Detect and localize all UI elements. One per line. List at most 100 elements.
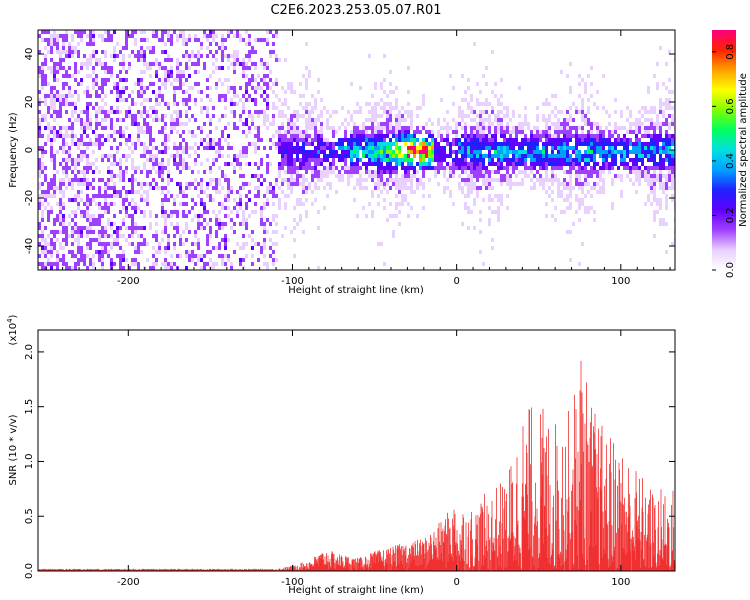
spectrogram-cell [194,186,197,190]
spectrogram-cell [119,262,122,266]
spectrogram-cell [245,30,248,34]
spectrogram-cell [584,178,587,182]
spectrogram-cell [248,98,251,102]
spectrogram-cell [365,166,368,170]
spectrogram-cell [290,178,293,182]
spectrogram-cell [128,66,131,70]
spectrogram-cell [602,158,605,162]
spectrogram-cell [71,210,74,214]
spectrogram-cell [161,214,164,218]
spectrogram-cell [98,106,101,110]
spectrogram-cell [395,170,398,174]
spectrogram-cell [239,222,242,226]
spectrogram-cell [365,134,368,138]
spectrogram-cell [44,194,47,198]
spectrogram-cell [314,150,317,154]
spectrogram-cell [107,30,110,34]
spectrogram-cell [644,142,647,146]
spectrogram-cell [152,186,155,190]
spectrogram-cell [611,202,614,206]
spectrogram-cell [200,142,203,146]
spectrogram-cell [644,174,647,178]
spectrogram-cell [290,82,293,86]
spectrogram-cell [275,258,278,262]
spectrogram-cell [347,182,350,186]
spectrogram-cell [68,154,71,158]
spectrogram-cell [377,174,380,178]
spectrogram-cell [293,126,296,130]
spectrogram-cell [590,82,593,86]
spectrogram-cell [410,114,413,118]
spectrogram-cell [167,146,170,150]
spectrogram-cell [422,94,425,98]
spectrogram-cell [581,78,584,82]
spectrogram-cell [194,230,197,234]
spectrogram-cell [590,146,593,150]
spectrogram-cell [584,210,587,214]
spectrogram-cell [260,78,263,82]
spectrogram-cell [71,242,74,246]
spectrogram-cell [506,178,509,182]
spectrogram-cell [662,82,665,86]
spectrogram-cell [83,122,86,126]
spectrogram-cell [251,254,254,258]
spectrogram-cell [215,262,218,266]
spectrogram-cell [587,74,590,78]
spectrogram-cell [626,162,629,166]
spectrogram-cell [110,122,113,126]
spectrogram-cell [44,38,47,42]
spectrogram-cell [437,146,440,150]
spectrogram-cell [155,170,158,174]
spectrogram-cell [503,154,506,158]
spectrogram-cell [161,30,164,34]
spectrogram-cell [74,106,77,110]
spectrogram-cell [563,134,566,138]
spectrogram-cell [284,98,287,102]
y-tick-label: 40 [24,48,35,61]
spectrogram-cell [407,166,410,170]
spectrogram-cell [503,150,506,154]
spectrogram-cell [164,134,167,138]
spectrogram-cell [317,130,320,134]
spectrogram-cell [140,198,143,202]
spectrogram-cell [155,70,158,74]
spectrogram-cell [59,110,62,114]
spectrogram-cell [95,82,98,86]
spectrogram-cell [80,178,83,182]
spectrogram-cell [629,138,632,142]
spectrogram-cell [86,90,89,94]
spectrogram-cell [440,154,443,158]
spectrogram-cell [290,138,293,142]
spectrogram-cell [77,242,80,246]
spectrogram-cell [170,154,173,158]
spectrogram-cell [230,102,233,106]
spectrogram-cell [416,182,419,186]
spectrogram-cell [134,146,137,150]
spectrogram-cell [137,266,140,270]
spectrogram-cell [398,222,401,226]
spectrogram-cell [422,154,425,158]
spectrogram-cell [416,146,419,150]
spectrogram-cell [659,46,662,50]
spectrogram-cell [584,138,587,142]
spectrogram-cell [320,134,323,138]
spectrogram-cell [530,146,533,150]
spectrogram-cell [239,262,242,266]
spectrogram-ylabel: Frequency (Hz) [8,112,19,188]
spectrogram-cell [668,178,671,182]
spectrogram-cell [38,126,41,130]
spectrogram-cell [206,106,209,110]
spectrogram-cell [56,266,59,270]
spectrogram-cell [317,142,320,146]
spectrogram-cell [518,182,521,186]
spectrogram-cell [188,182,191,186]
spectrogram-cell [305,78,308,82]
spectrogram-cell [665,98,668,102]
spectrogram-cell [380,158,383,162]
spectrogram-cell [326,174,329,178]
spectrogram-cell [185,214,188,218]
spectrogram-cell [353,154,356,158]
spectrogram-cell [482,178,485,182]
x-tick-label: 100 [611,276,630,287]
spectrogram-cell [131,234,134,238]
